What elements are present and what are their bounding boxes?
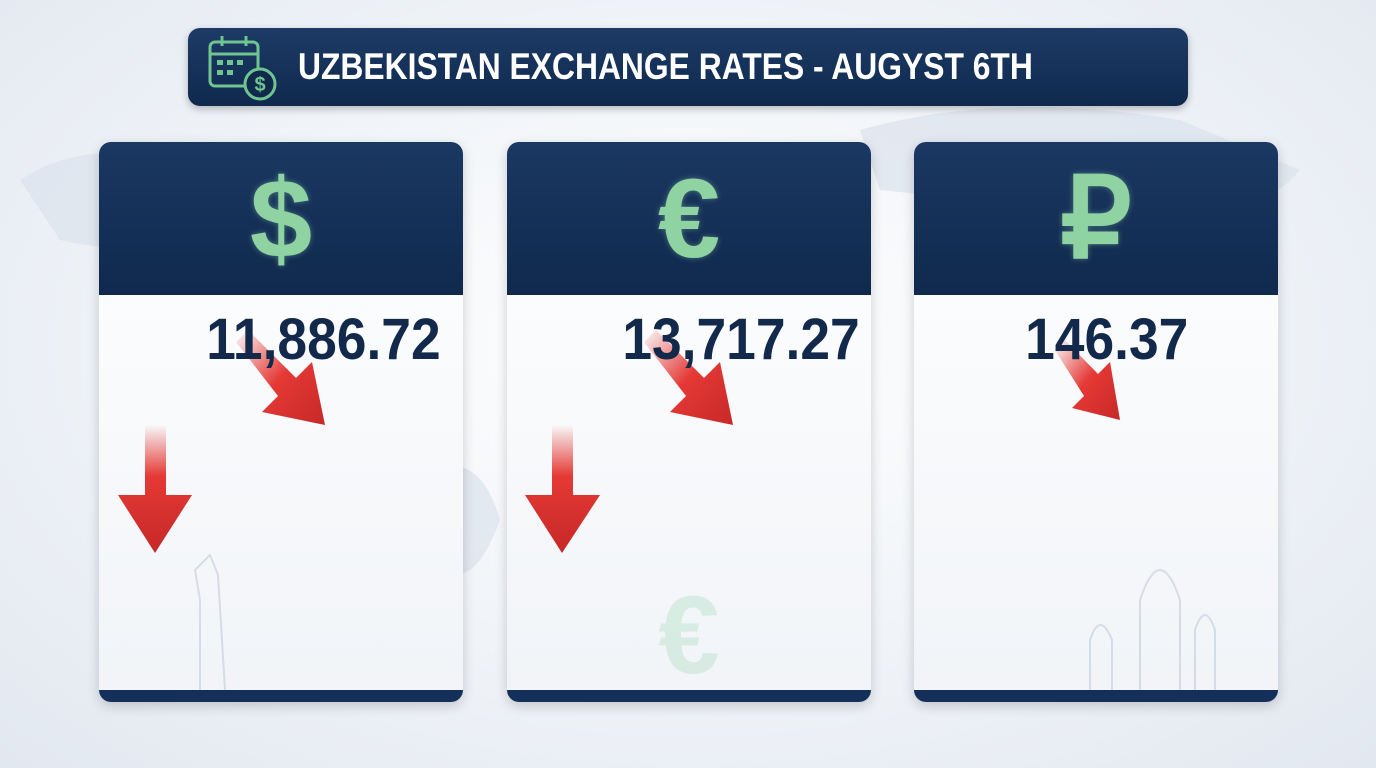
- card-footer: [914, 690, 1278, 702]
- exchange-rate: 146.37: [1025, 307, 1189, 372]
- calendar-icon: $: [208, 36, 277, 101]
- landmark-outline: [193, 553, 1216, 691]
- svg-text:$: $: [254, 74, 265, 96]
- title: UZBEKISTAN EXCHANGE RATES - AUGYST 6TH: [298, 46, 1033, 87]
- title-bar: $ UZBEKISTAN EXCHANGE RATES - AUGYST 6TH: [188, 28, 1188, 106]
- down-arrow: [118, 425, 600, 553]
- card-header: [507, 142, 871, 295]
- exchange-rate: 11,886.72: [206, 307, 441, 372]
- card-header: [914, 142, 1278, 295]
- currency-symbol: $: [249, 156, 313, 281]
- symbol-watermark: €: [658, 574, 720, 697]
- down-arrow-diagonal: [236, 330, 1120, 425]
- currency-symbol: ₽: [1060, 156, 1132, 281]
- card-footer: [99, 690, 463, 702]
- card-header: [99, 142, 463, 295]
- usd-card: $: [99, 142, 463, 702]
- exchange-rate: 13,717.27: [622, 307, 860, 372]
- rub-card: ₽: [914, 142, 1278, 702]
- currency-symbol: €: [657, 156, 721, 281]
- eur-card: € €: [507, 142, 871, 702]
- card-footer: [507, 690, 871, 702]
